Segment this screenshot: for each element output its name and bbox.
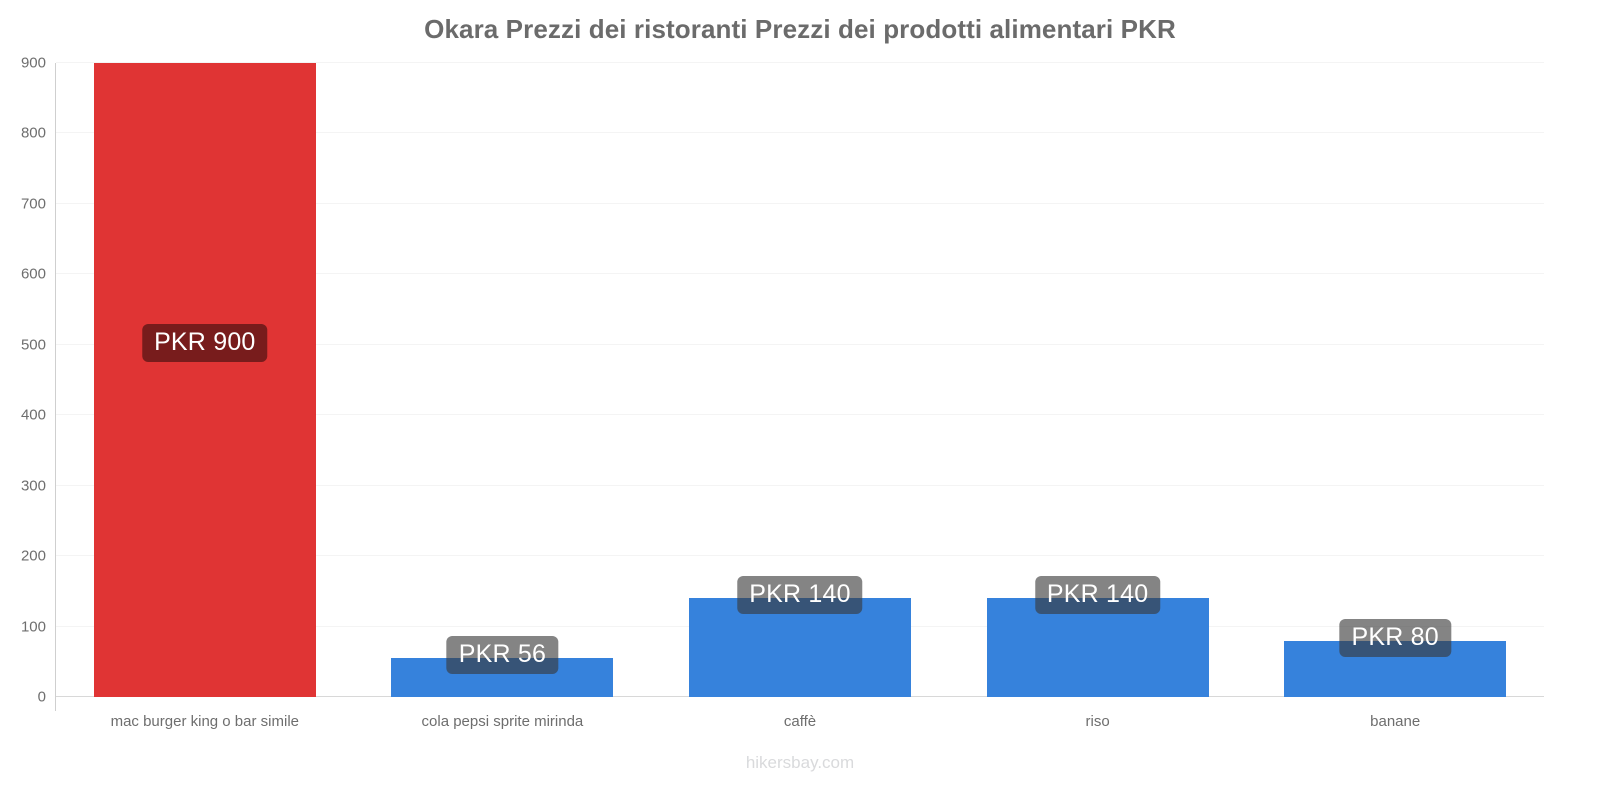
y-axis-line [55, 63, 56, 711]
y-axis-tick-label: 800 [20, 124, 46, 142]
x-axis-category-label: mac burger king o bar simile [110, 713, 300, 730]
bar-value-label: PKR 56 [446, 635, 559, 674]
y-axis-tick-label: 100 [20, 618, 46, 636]
y-axis-tick-label: 200 [20, 547, 46, 565]
bar[interactable] [93, 63, 316, 697]
y-axis-tick-label: 500 [20, 336, 46, 354]
gridline [56, 202, 1544, 204]
y-axis-tick-label: 700 [20, 195, 46, 213]
gridline [56, 414, 1544, 416]
x-axis-category-label: caffè [783, 713, 817, 730]
y-axis-tick-label: 300 [20, 477, 46, 495]
plot-area: PKR 900 PKR 56 PKR 140 PKR 140 PKR 80 [56, 62, 1544, 697]
gridline [56, 62, 1544, 63]
bar-value-label: PKR 140 [1034, 576, 1161, 615]
bar-value-label: PKR 900 [142, 324, 268, 362]
bar-value-label: PKR 80 [1339, 618, 1451, 657]
y-axis-tick-label: 400 [20, 406, 46, 424]
bar-value-label: PKR 140 [737, 576, 863, 615]
chart-title: Okara Prezzi dei ristoranti Prezzi dei p… [424, 14, 1176, 44]
gridline [56, 132, 1544, 134]
x-axis-category-label: cola pepsi sprite mirinda [421, 713, 584, 730]
gridline [56, 273, 1544, 275]
y-axis-tick-label: 0 [37, 688, 46, 706]
bar[interactable] [986, 598, 1209, 697]
gridline [56, 555, 1544, 557]
watermark: hikersbay.com [745, 753, 855, 772]
gridline [56, 484, 1544, 486]
y-axis-tick-label: 600 [20, 265, 46, 283]
y-axis-tick-label: 900 [20, 54, 46, 72]
gridline [56, 343, 1544, 345]
bar[interactable] [689, 598, 911, 697]
x-axis-category-label: banane [1370, 713, 1421, 730]
x-axis-category-label: riso [1085, 713, 1110, 730]
